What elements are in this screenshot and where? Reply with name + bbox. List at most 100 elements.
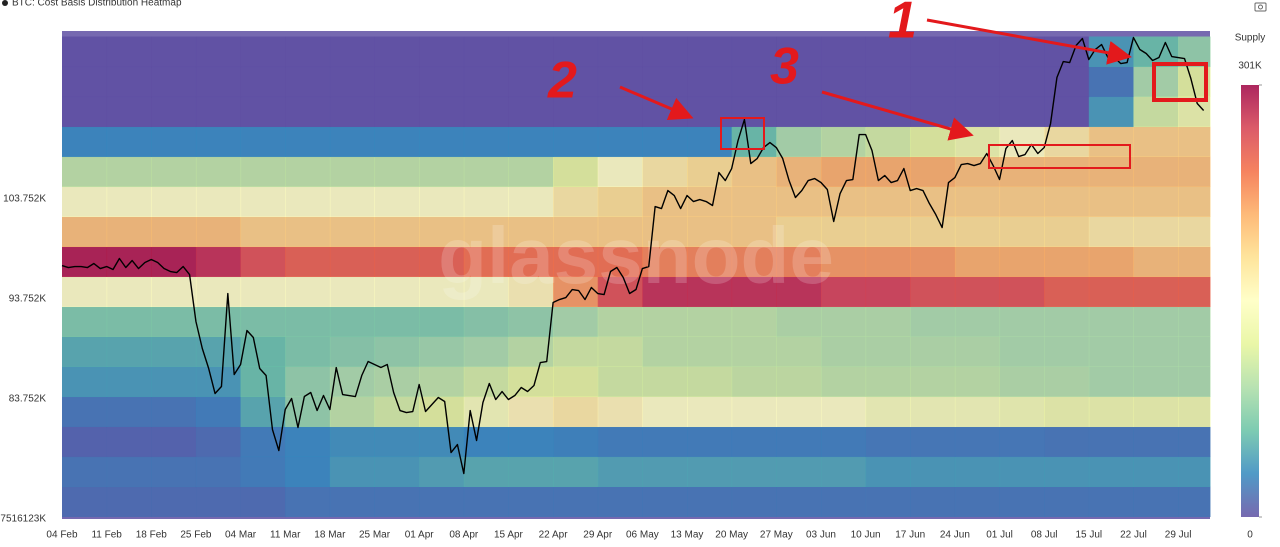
heat-cell bbox=[329, 66, 376, 98]
x-tick-label: 03 Jun bbox=[806, 530, 836, 541]
heat-cell bbox=[106, 366, 152, 398]
heat-cell bbox=[553, 156, 599, 188]
heat-cell bbox=[731, 126, 777, 158]
heat-cell bbox=[1088, 426, 1134, 458]
heat-cell bbox=[240, 66, 286, 98]
heat-cell bbox=[62, 186, 108, 218]
heat-cell bbox=[865, 366, 911, 398]
heat-cell bbox=[374, 456, 420, 488]
heat-cell bbox=[62, 36, 108, 68]
heat-cell bbox=[106, 66, 152, 98]
heat-cell bbox=[820, 66, 867, 98]
heat-cell bbox=[910, 426, 956, 458]
heat-cell bbox=[374, 186, 420, 218]
x-tick-label: 17 Jun bbox=[895, 530, 925, 541]
heat-cell bbox=[954, 276, 1001, 308]
heat-cell bbox=[285, 96, 331, 128]
heat-cell bbox=[285, 186, 331, 218]
heat-cell bbox=[374, 156, 420, 188]
heat-cell bbox=[597, 36, 643, 68]
plot-area: glassnode bbox=[61, 31, 1211, 519]
heat-cell bbox=[642, 66, 688, 98]
heat-cell bbox=[910, 66, 956, 98]
heat-cell bbox=[419, 486, 465, 518]
heat-cell bbox=[1044, 276, 1090, 308]
heat-cell bbox=[999, 486, 1045, 518]
heat-cell bbox=[865, 36, 911, 68]
heat-cell bbox=[910, 246, 956, 278]
heat-cell bbox=[954, 66, 1001, 98]
heat-cell bbox=[776, 306, 822, 338]
heat-cell bbox=[910, 486, 956, 518]
heat-cell bbox=[151, 186, 197, 218]
x-tick-label: 08 Jul bbox=[1031, 530, 1058, 541]
heat-cell bbox=[642, 306, 688, 338]
heat-cell bbox=[463, 216, 509, 248]
heat-cell bbox=[62, 396, 108, 428]
heat-cell bbox=[776, 186, 822, 218]
heat-cell bbox=[285, 336, 331, 368]
heat-cell bbox=[1088, 156, 1134, 188]
heat-cell bbox=[329, 126, 376, 158]
heat-cell bbox=[106, 486, 152, 518]
heat-cell bbox=[910, 36, 956, 68]
heat-cell bbox=[1178, 276, 1211, 308]
heat-cell bbox=[1088, 396, 1134, 428]
heat-cell bbox=[820, 216, 867, 248]
heat-cell bbox=[1178, 246, 1211, 278]
heat-cell bbox=[776, 486, 822, 518]
heat-cell bbox=[999, 456, 1045, 488]
heat-cell bbox=[240, 396, 286, 428]
arrow bbox=[821, 90, 974, 141]
heat-cell bbox=[1044, 66, 1090, 98]
heat-cell bbox=[1044, 396, 1090, 428]
heat-cell bbox=[151, 36, 197, 68]
heat-cell bbox=[374, 366, 420, 398]
heat-cell bbox=[999, 156, 1045, 188]
heat-cell bbox=[1044, 366, 1090, 398]
heat-cell bbox=[106, 36, 152, 68]
heat-cell bbox=[419, 456, 465, 488]
heat-cell bbox=[910, 276, 956, 308]
heat-cell bbox=[553, 396, 599, 428]
heat-cell bbox=[865, 186, 911, 218]
heat-cell bbox=[553, 486, 599, 518]
heat-cell bbox=[1044, 246, 1090, 278]
heat-cell bbox=[1088, 96, 1134, 128]
heat-cell bbox=[508, 486, 554, 518]
heat-cell bbox=[910, 216, 956, 248]
heat-cell bbox=[329, 96, 376, 128]
x-tick-label: 22 Jul bbox=[1120, 530, 1147, 541]
heat-cell bbox=[62, 216, 108, 248]
heat-cell bbox=[195, 426, 242, 458]
heat-cell bbox=[1178, 396, 1211, 428]
heat-cell bbox=[776, 66, 822, 98]
heat-cell bbox=[954, 366, 1001, 398]
heat-cell bbox=[463, 336, 509, 368]
x-tick-label: 13 May bbox=[671, 530, 704, 541]
heat-cell bbox=[1178, 306, 1211, 338]
heat-cell bbox=[285, 156, 331, 188]
x-tick-label: 08 Apr bbox=[449, 530, 479, 541]
heat-cell bbox=[954, 186, 1001, 218]
heat-cell bbox=[820, 336, 867, 368]
heat-cell bbox=[642, 366, 688, 398]
heat-cell bbox=[151, 426, 197, 458]
heat-cell bbox=[374, 486, 420, 518]
heat-cell bbox=[329, 486, 376, 518]
heat-cell bbox=[731, 456, 777, 488]
heat-cell bbox=[642, 456, 688, 488]
heat-cell bbox=[151, 216, 197, 248]
heat-cell bbox=[776, 396, 822, 428]
heat-cell bbox=[240, 246, 286, 278]
camera-icon[interactable] bbox=[1254, 2, 1267, 12]
heat-cell bbox=[151, 456, 197, 488]
heat-cell bbox=[642, 126, 688, 158]
heat-cell bbox=[62, 336, 108, 368]
heat-cell bbox=[865, 216, 911, 248]
camera-body bbox=[1254, 2, 1267, 12]
heat-cell bbox=[1178, 156, 1211, 188]
heat-cell bbox=[151, 396, 197, 428]
heat-cell bbox=[240, 426, 286, 458]
